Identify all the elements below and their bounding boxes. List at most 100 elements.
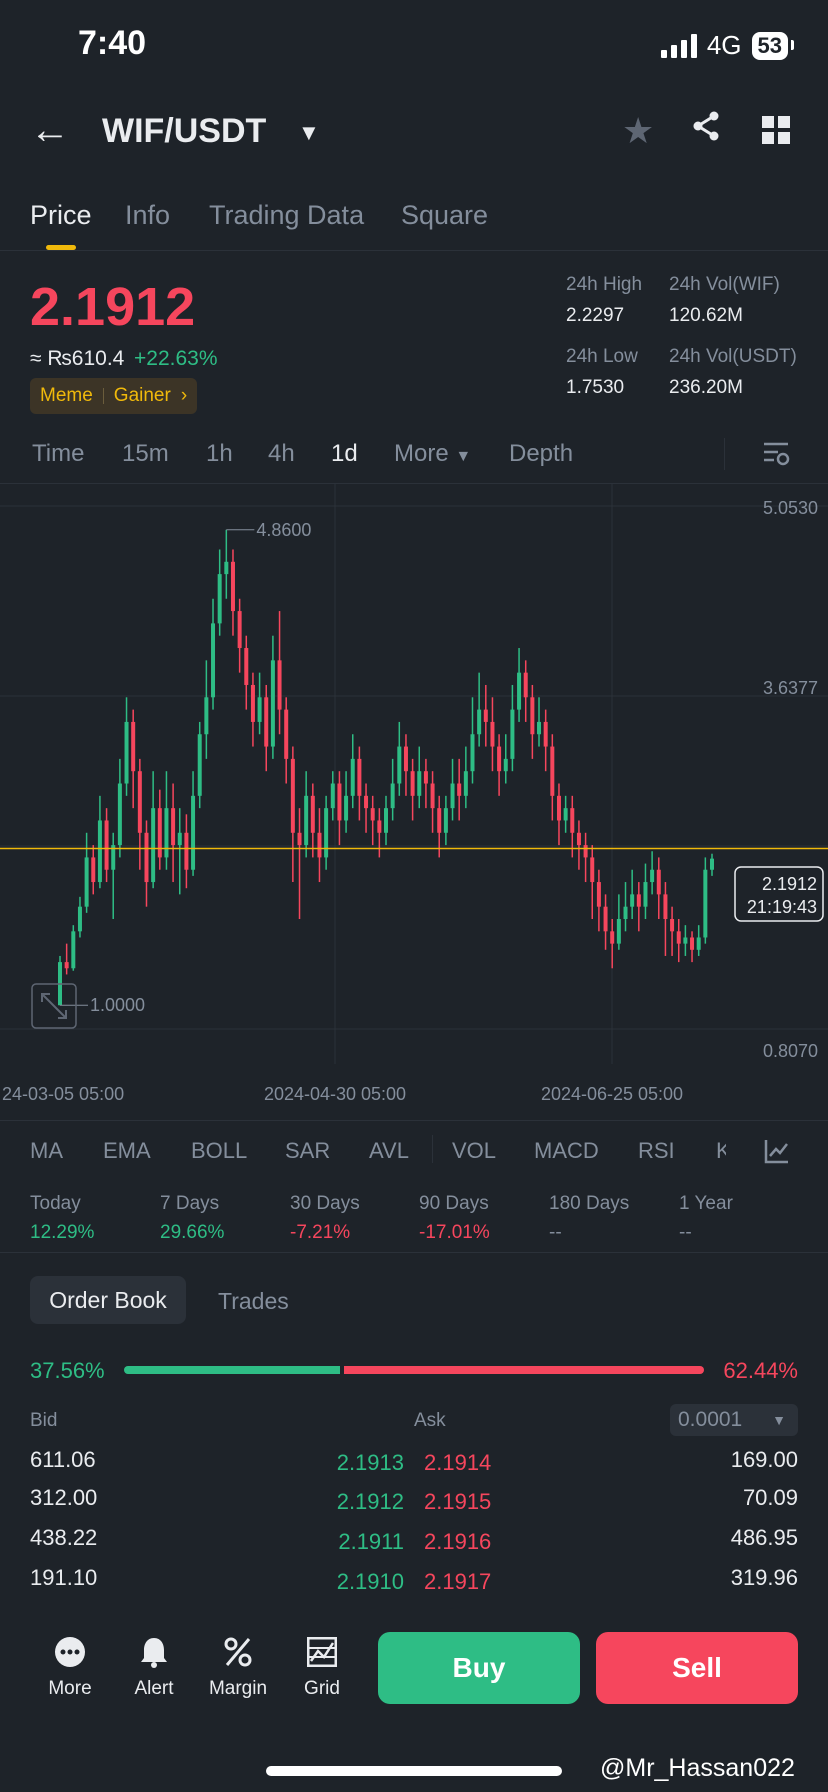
candle-body [650,869,655,883]
candle [230,549,235,636]
tab-info[interactable]: Info [125,200,171,230]
interval-more[interactable]: More ▼ [394,440,472,467]
bid-qty: 438.22 [30,1525,98,1550]
arrow-left-icon[interactable]: ← [30,108,70,152]
candle [663,882,668,956]
candle [217,549,222,636]
interval-4h[interactable]: 4h [268,440,295,467]
tab-order-book[interactable]: Order Book [30,1276,186,1324]
perf-label: 180 Days [549,1193,630,1214]
interval-time[interactable]: Time [32,440,85,467]
tag-gainer[interactable]: Gainer [113,385,171,406]
star-icon[interactable]: ★ [622,110,655,151]
precision-select[interactable]: 0.0001 ▼ [670,1404,798,1436]
nav-grid[interactable]: Grid [280,1634,364,1700]
ask-price[interactable]: 2.1916 [424,1529,492,1554]
candle [310,783,315,858]
candle [177,808,182,895]
candle-body [563,808,568,821]
divider [724,438,725,470]
caret-down-icon[interactable]: ▼ [298,120,320,145]
tab-price[interactable]: Price [30,200,92,230]
bid-price[interactable]: 2.1910 [336,1569,404,1594]
candle [58,955,62,1006]
candle [164,771,169,870]
candle-body [643,882,648,907]
candle [517,648,522,722]
nav-margin[interactable]: Margin [196,1634,280,1700]
candle [450,758,455,821]
share-icon[interactable] [690,110,722,147]
candle [630,869,635,920]
indicator-avl[interactable]: AVL [369,1138,409,1163]
chart-settings-icon[interactable] [762,440,790,473]
pair-title[interactable]: WIF/USDT [102,112,267,150]
candle-body [91,857,96,883]
expand-icon[interactable] [31,983,77,1029]
interval-1d[interactable]: 1d [331,440,358,467]
indicator-kdj[interactable]: K [716,1138,726,1163]
candle-body [317,832,322,858]
candle [317,808,322,883]
y-tick-label: 3.6377 [763,678,818,698]
candle-body [257,697,262,722]
candle [670,906,675,956]
ask-price[interactable]: 2.1917 [424,1569,492,1594]
tab-trading-data[interactable]: Trading Data [209,200,365,230]
interval-depth[interactable]: Depth [509,440,574,467]
tag-chips[interactable]: Meme Gainer › [30,378,198,414]
candlestick-chart[interactable]: 4.8600 1.0000 5.0530 3.6377 0.8070 24-03-… [0,484,828,1114]
candle-body [503,758,508,772]
candle [244,635,249,710]
sell-button[interactable]: Sell [596,1632,798,1704]
indicator-ma[interactable]: MA [30,1138,63,1163]
nav-grid-label: Grid [304,1678,340,1699]
bid-price[interactable]: 2.1913 [336,1450,404,1475]
candle [151,771,156,889]
candle [370,795,375,846]
nav-alert[interactable]: Alert [112,1634,196,1700]
ask-price[interactable]: 2.1914 [424,1450,492,1475]
candle [510,684,515,772]
candle-body [630,894,635,907]
nav-margin-label: Margin [208,1678,268,1699]
candle [423,758,428,809]
price-tag[interactable]: 2.1912 21:19:43 [734,866,824,922]
candle-body [111,845,116,870]
grid-icon[interactable] [762,116,790,149]
candle-body [570,808,575,833]
indicator-sar[interactable]: SAR [285,1138,331,1163]
tag-meme[interactable]: Meme [40,385,93,406]
ask-price[interactable]: 2.1915 [424,1489,492,1514]
bid-ratio-bar [124,1366,340,1374]
indicator-rsi[interactable]: RSI [638,1138,675,1163]
candle-body [470,734,475,772]
candle-body [623,906,628,920]
perf-value: -17.01% [419,1222,490,1243]
nav-more[interactable]: More [28,1634,112,1700]
bid-qty: 191.10 [30,1565,98,1590]
candle-body [636,894,641,907]
nav-more-label: More [48,1678,92,1699]
candle-body [270,660,275,747]
buy-button[interactable]: Buy [378,1632,580,1704]
x-tick-label: 2024-04-30 05:00 [264,1084,406,1104]
bid-price[interactable]: 2.1911 [338,1529,404,1554]
interval-15m[interactable]: 15m [122,440,169,467]
indicator-vol[interactable]: VOL [452,1138,497,1163]
interval-1h[interactable]: 1h [206,440,233,467]
indicator-boll[interactable]: BOLL [191,1138,248,1163]
candle [490,697,495,772]
indicator-macd[interactable]: MACD [534,1138,599,1163]
candle-body [410,771,415,796]
bid-price[interactable]: 2.1912 [336,1489,404,1514]
tab-square[interactable]: Square [401,200,489,230]
candle [111,832,116,920]
vol-quote-label: 24h Vol(USDT) [669,346,797,367]
indicator-ema[interactable]: EMA [103,1138,151,1163]
tab-trades[interactable]: Trades [218,1288,289,1314]
candle [324,795,329,870]
indicator-settings-icon[interactable] [764,1138,790,1169]
candle [237,598,242,673]
chart-high-label: 4.8600 [256,520,311,540]
